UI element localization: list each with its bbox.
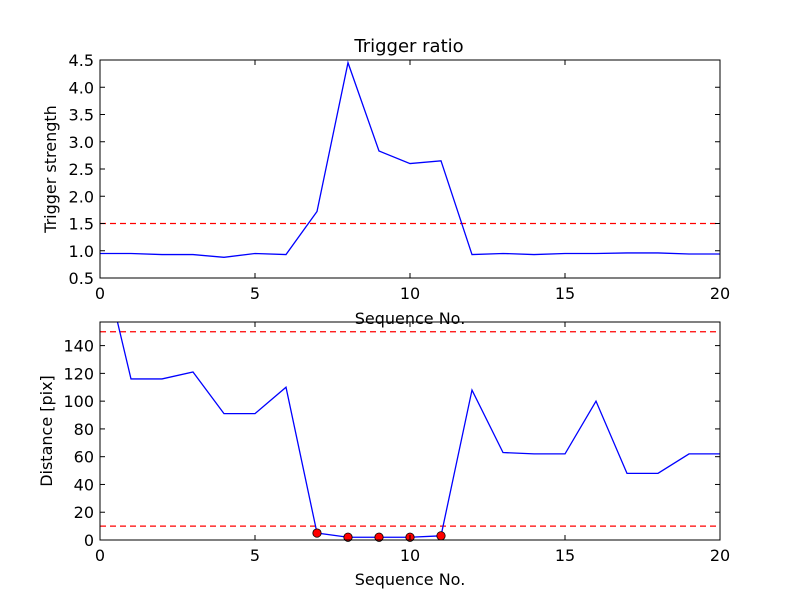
top-y-tick-label: 0.5 xyxy=(69,269,94,288)
top-chart: Trigger ratio 0 5 10 15 20 0.5 1.0 1.5 2.0 2.5 3.0… xyxy=(41,36,730,328)
bottom-y-tick-label: 80 xyxy=(74,420,94,439)
top-y-tick-label: 4.0 xyxy=(69,78,94,97)
top-y-tick-label: 3.0 xyxy=(69,133,94,152)
bottom-y-tick-label: 20 xyxy=(74,503,94,522)
bottom-y-tick-label: 60 xyxy=(74,448,94,467)
top-y-tick-label: 2.0 xyxy=(69,187,94,206)
top-y-tick-label: 3.5 xyxy=(69,106,94,125)
top-x-tick-label: 20 xyxy=(710,284,730,303)
bottom-y-tick-label: 0 xyxy=(84,531,94,550)
bottom-y-tick-label: 120 xyxy=(63,364,94,383)
bottom-highlight-point xyxy=(374,532,384,542)
top-series-line-0 xyxy=(100,60,720,258)
bottom-x-tick-label: 20 xyxy=(710,546,730,565)
bottom-highlight-point xyxy=(436,531,446,541)
bottom-y-axis-label: Distance [pix] xyxy=(37,375,56,487)
bottom-x-axis-label: Sequence No. xyxy=(355,570,466,589)
top-x-tick-label: 0 xyxy=(95,284,105,303)
top-y-axis-label: Trigger strength xyxy=(41,105,60,234)
bottom-highlight-point xyxy=(312,528,322,538)
bottom-y-tick-label: 100 xyxy=(63,392,94,411)
top-y-tick-label: 4.5 xyxy=(69,51,94,70)
bottom-x-tick-label: 5 xyxy=(250,546,260,565)
top-y-tick-label: 1.0 xyxy=(69,242,94,261)
bottom-y-tick-label: 140 xyxy=(63,337,94,356)
top-x-axis-label: Sequence No. xyxy=(355,309,466,328)
bottom-y-tick-label: 40 xyxy=(74,475,94,494)
top-chart-title: Trigger ratio xyxy=(353,36,463,57)
bottom-x-tick-label: 15 xyxy=(555,546,575,565)
top-y-tick-label: 1.5 xyxy=(69,215,94,234)
top-x-tick-label: 10 xyxy=(400,284,420,303)
bottom-x-tick-label: 0 xyxy=(95,546,105,565)
top-x-tick-label: 15 xyxy=(555,284,575,303)
top-y-tick-label: 2.5 xyxy=(69,160,94,179)
bottom-x-tick-label: 10 xyxy=(400,546,420,565)
top-x-tick-label: 5 xyxy=(250,284,260,303)
bottom-highlight-point xyxy=(343,532,353,542)
